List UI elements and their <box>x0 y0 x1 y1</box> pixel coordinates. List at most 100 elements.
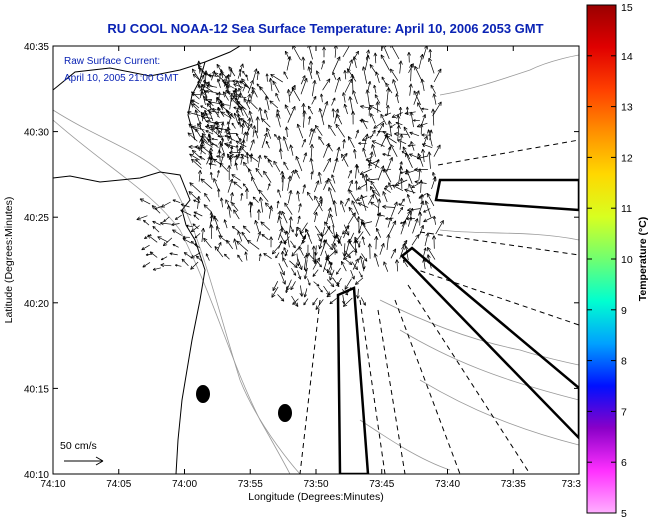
current-vector-arrow <box>317 171 322 184</box>
current-vector-arrow <box>203 89 207 100</box>
current-vector-arrow <box>227 131 237 136</box>
current-vector-arrow <box>402 146 411 160</box>
current-vector-arrow <box>432 93 437 105</box>
current-vector-arrow <box>212 158 223 166</box>
current-vector-arrow <box>421 114 427 125</box>
current-vector-arrow <box>256 83 262 90</box>
current-vector-arrow <box>312 257 320 270</box>
current-vector-arrow <box>413 119 420 122</box>
x-tick-label: 73:35 <box>501 479 526 490</box>
current-vector-arrow <box>305 244 311 257</box>
current-vector-arrow <box>231 226 239 232</box>
current-vector-arrow <box>287 175 292 191</box>
current-vector-arrow <box>405 106 409 115</box>
current-vector-arrow <box>418 53 424 69</box>
current-vector-arrow <box>313 199 323 215</box>
current-vector-arrow <box>418 200 425 215</box>
current-vector-arrow <box>180 203 190 208</box>
current-vector-arrow <box>233 83 244 89</box>
current-vector-arrow <box>216 226 222 238</box>
current-vector-arrow <box>309 128 313 137</box>
current-vector-arrow <box>376 122 385 137</box>
raw-current-date: April 10, 2005 21:00 GMT <box>64 73 179 84</box>
current-vector-arrow <box>423 208 431 213</box>
current-vector-arrow <box>331 174 336 184</box>
current-vector-arrow <box>197 80 201 89</box>
current-vector-arrow <box>342 243 347 257</box>
colorbar-tick-label: 15 <box>621 2 633 14</box>
current-vector-arrow <box>190 225 200 233</box>
current-vector-arrow <box>241 78 249 88</box>
current-vector-arrow <box>384 112 392 116</box>
current-vector-arrow <box>206 84 218 88</box>
current-vector-arrow <box>289 260 298 269</box>
current-vector-arrow <box>316 233 322 242</box>
current-vector-arrow <box>417 102 424 113</box>
current-vector-arrow <box>358 271 363 278</box>
current-vector-arrow <box>384 185 393 188</box>
current-vector-arrow <box>358 225 362 234</box>
current-vector-arrow <box>198 121 202 130</box>
current-vector-arrow <box>382 131 392 137</box>
current-vector-arrow <box>356 216 361 234</box>
current-vector-arrow <box>335 123 345 138</box>
current-vector-arrow <box>299 232 306 240</box>
current-vector-arrow <box>324 221 333 235</box>
current-vector-arrow <box>207 100 220 105</box>
current-vector-arrow <box>288 216 293 233</box>
current-vector-arrow <box>327 144 333 152</box>
current-vector-arrow <box>373 253 379 267</box>
current-vector-arrow <box>152 267 161 271</box>
current-vector-arrow <box>357 183 368 190</box>
y-tick-label: 40:35 <box>24 42 49 53</box>
current-vector-arrow <box>359 255 365 272</box>
current-vector-arrow <box>182 235 190 239</box>
current-vector-arrow <box>428 129 433 141</box>
current-vector-arrow <box>210 156 214 165</box>
current-vector-arrow <box>309 128 316 145</box>
current-vector-arrow <box>315 299 324 310</box>
current-vector-arrow <box>238 87 243 98</box>
current-vector-arrow <box>252 68 258 82</box>
current-vector-arrow <box>353 149 357 159</box>
surface-current-vectors <box>136 46 444 310</box>
current-vector-arrow <box>248 201 253 218</box>
current-vector-arrow <box>265 140 270 149</box>
current-vector-arrow <box>371 144 377 157</box>
current-vector-arrow <box>290 240 296 249</box>
current-vector-arrow <box>344 78 353 93</box>
current-vector-arrow <box>327 187 335 205</box>
current-vector-arrow <box>298 203 302 213</box>
current-vector-arrow <box>244 188 249 199</box>
current-vector-arrow <box>409 131 420 137</box>
current-vector-arrow <box>428 49 432 59</box>
current-vector-arrow <box>195 255 204 263</box>
current-vector-arrow <box>217 170 220 178</box>
current-vector-arrow <box>394 259 400 272</box>
current-vector-arrow <box>200 178 213 189</box>
current-vector-arrow <box>341 152 348 162</box>
current-vector-arrow <box>207 134 212 146</box>
current-vector-arrow <box>252 196 259 203</box>
current-vector-arrow <box>419 179 424 193</box>
current-vector-arrow <box>430 84 436 94</box>
current-vector-arrow <box>240 118 249 125</box>
current-vector-arrow <box>336 277 342 286</box>
current-vector-arrow <box>343 103 348 115</box>
current-vector-arrow <box>341 261 347 272</box>
current-vector-arrow <box>346 287 352 294</box>
current-vector-arrow <box>320 93 324 103</box>
current-vector-arrow <box>388 182 393 191</box>
current-vector-arrow <box>283 247 288 256</box>
current-vector-arrow <box>193 199 201 204</box>
current-vector-arrow <box>190 261 199 270</box>
current-vector-arrow <box>242 225 251 233</box>
current-vector-arrow <box>248 110 254 123</box>
current-vector-arrow <box>382 153 391 157</box>
current-vector-arrow <box>349 241 358 253</box>
current-vector-arrow <box>206 156 211 165</box>
current-vector-arrow <box>284 249 289 257</box>
current-vector-arrow <box>416 155 429 160</box>
current-vector-arrow <box>160 256 168 261</box>
current-vector-arrow <box>139 198 151 205</box>
